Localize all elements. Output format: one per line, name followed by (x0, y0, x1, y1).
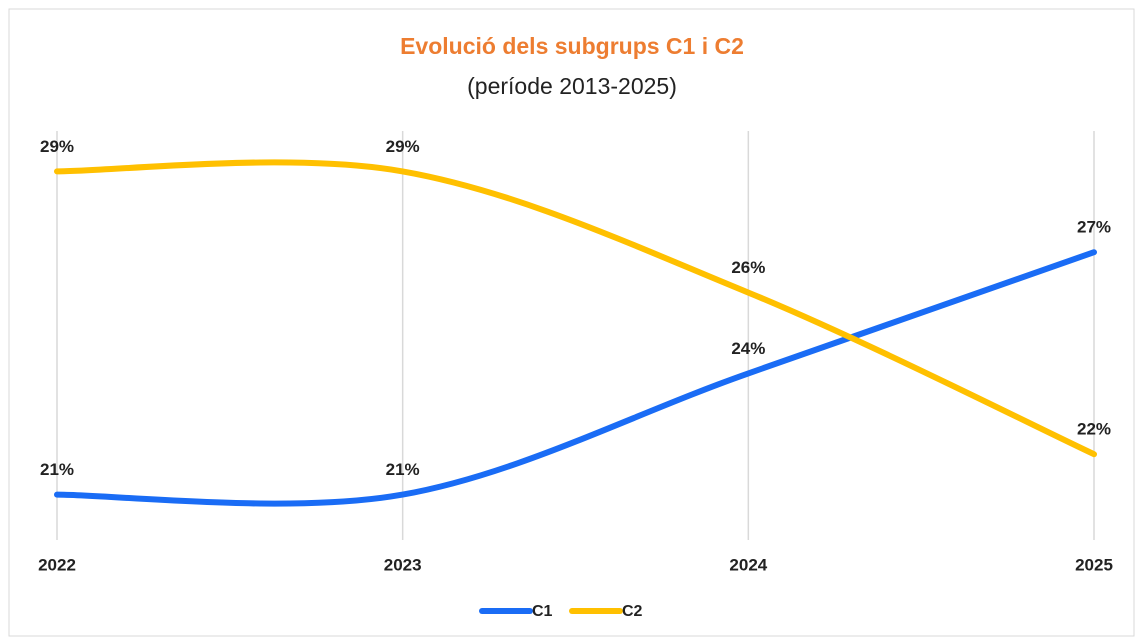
x-tick-label: 2025 (1075, 555, 1113, 574)
series-line (54, 249, 1097, 507)
x-tick-label: 2024 (729, 555, 767, 574)
data-label: 24% (731, 339, 765, 358)
data-label: 29% (386, 137, 420, 156)
data-label: 21% (40, 460, 74, 479)
chart-title: Evolució dels subgrups C1 i C2 (400, 33, 744, 59)
series-line (54, 159, 1097, 458)
x-tick-label: 2023 (384, 555, 422, 574)
data-label: 27% (1077, 218, 1111, 237)
data-label: 21% (386, 460, 420, 479)
legend-label: C1 (532, 603, 553, 620)
data-label: 29% (40, 137, 74, 156)
data-label: 26% (731, 258, 765, 277)
legend-label: C2 (622, 603, 643, 620)
chart-subtitle: (període 2013-2025) (467, 73, 677, 99)
chart-frame (8, 8, 1135, 637)
data-label: 22% (1077, 420, 1111, 439)
x-tick-label: 2022 (38, 555, 76, 574)
